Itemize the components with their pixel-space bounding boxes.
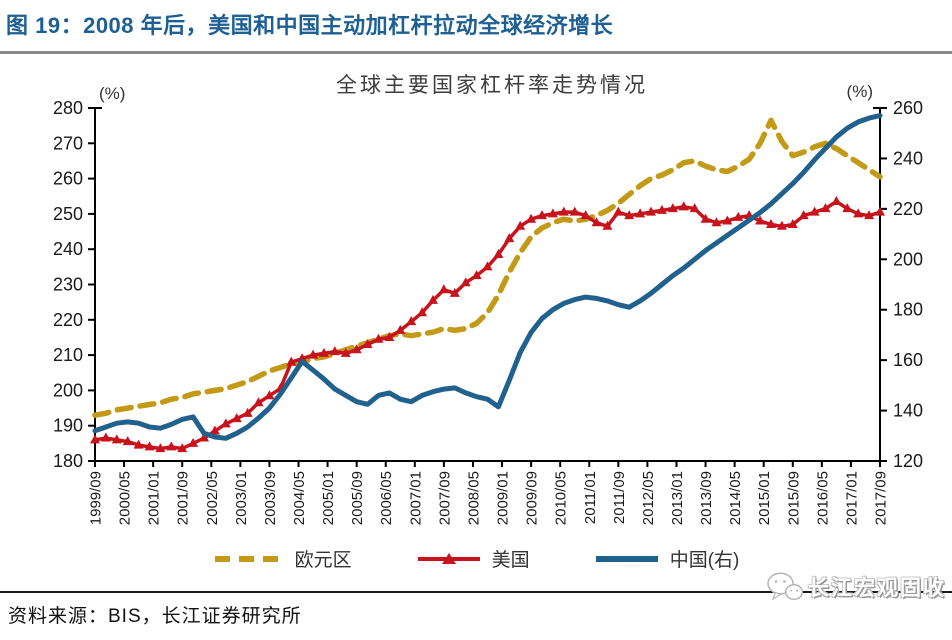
svg-text:160: 160 — [893, 350, 923, 370]
svg-text:2007/09: 2007/09 — [436, 471, 453, 525]
eurozone-dashed-line-icon — [214, 555, 283, 562]
svg-text:2011/09: 2011/09 — [611, 471, 628, 524]
legend-label-china: 中国(右) — [669, 550, 740, 571]
svg-text:2002/05: 2002/05 — [204, 471, 221, 525]
left-axis-unit: (%) — [99, 84, 125, 103]
footer-divider — [0, 591, 952, 593]
title-divider — [0, 51, 952, 54]
svg-text:2014/05: 2014/05 — [727, 471, 744, 525]
svg-text:2015/09: 2015/09 — [785, 471, 802, 525]
legend-item-us: 美国 — [416, 545, 530, 572]
svg-text:180: 180 — [53, 451, 83, 471]
svg-text:270: 270 — [53, 133, 83, 153]
right-axis-unit: (%) — [847, 82, 873, 101]
us-triangle-line-icon — [417, 553, 480, 564]
wechat-icon — [767, 572, 803, 601]
svg-text:220: 220 — [53, 310, 83, 330]
svg-text:2006/05: 2006/05 — [378, 471, 395, 525]
svg-text:2013/01: 2013/01 — [669, 471, 686, 525]
svg-text:190: 190 — [53, 416, 83, 436]
svg-text:260: 260 — [53, 169, 83, 189]
china-solid-line-icon — [595, 555, 658, 562]
svg-text:200: 200 — [893, 249, 923, 269]
svg-text:2003/09: 2003/09 — [262, 471, 279, 525]
svg-text:2012/05: 2012/05 — [640, 471, 657, 525]
svg-text:2008/05: 2008/05 — [465, 471, 482, 525]
watermark-text: 长江宏观固收 — [808, 577, 946, 600]
svg-text:120: 120 — [893, 451, 923, 471]
figure-title: 图 19：2008 年后，美国和中国主动加杠杆拉动全球经济增长 — [6, 13, 614, 38]
legend-label-us: 美国 — [491, 550, 530, 571]
svg-text:2005/09: 2005/09 — [349, 471, 366, 525]
svg-text:2009/01: 2009/01 — [495, 471, 512, 525]
chart-plot-area: 180 190 200 210 220 230 240 250 260 270 280 120 140 1… — [53, 98, 923, 525]
watermark: 长江宏观固收 — [767, 572, 946, 602]
legend-item-china: 中国(右) — [594, 545, 740, 572]
svg-text:2004/05: 2004/05 — [291, 471, 308, 525]
legend-label-eurozone: 欧元区 — [294, 550, 352, 571]
chart-title: 全球主要国家杠杆率走势情况 — [336, 74, 648, 97]
leverage-chart: 全球主要国家杠杆率走势情况 (%) (%) 180 190 200 210 220 230… — [53, 74, 923, 525]
svg-text:2001/09: 2001/09 — [175, 471, 192, 525]
svg-text:180: 180 — [893, 300, 923, 320]
svg-text:2000/05: 2000/05 — [117, 471, 134, 525]
svg-text:230: 230 — [53, 275, 83, 295]
svg-text:210: 210 — [53, 345, 83, 365]
svg-text:2009/09: 2009/09 — [524, 471, 541, 525]
svg-text:200: 200 — [53, 380, 83, 400]
svg-text:2016/05: 2016/05 — [814, 471, 831, 525]
svg-text:250: 250 — [53, 204, 83, 224]
svg-text:2005/01: 2005/01 — [320, 471, 337, 525]
svg-text:2010/05: 2010/05 — [553, 471, 570, 525]
svg-text:1999/09: 1999/09 — [88, 471, 105, 525]
svg-text:280: 280 — [53, 98, 83, 118]
svg-text:260: 260 — [893, 98, 923, 118]
svg-text:2003/01: 2003/01 — [233, 471, 250, 525]
svg-text:220: 220 — [893, 199, 923, 219]
svg-text:140: 140 — [893, 401, 923, 421]
source-note: 资料来源：BIS，长江证券研究所 — [8, 606, 302, 627]
svg-text:2001/01: 2001/01 — [146, 471, 163, 525]
svg-text:2007/01: 2007/01 — [407, 471, 424, 525]
svg-text:240: 240 — [53, 239, 83, 259]
svg-text:2017/09: 2017/09 — [873, 471, 890, 525]
svg-text:240: 240 — [893, 148, 923, 168]
svg-text:2011/01: 2011/01 — [582, 471, 599, 524]
svg-text:2017/01: 2017/01 — [843, 471, 860, 525]
svg-text:2013/09: 2013/09 — [698, 471, 715, 525]
legend-item-eurozone: 欧元区 — [213, 545, 352, 572]
svg-text:2015/01: 2015/01 — [756, 471, 773, 525]
chart-legend: 欧元区 美国 中国(右) — [0, 545, 952, 572]
